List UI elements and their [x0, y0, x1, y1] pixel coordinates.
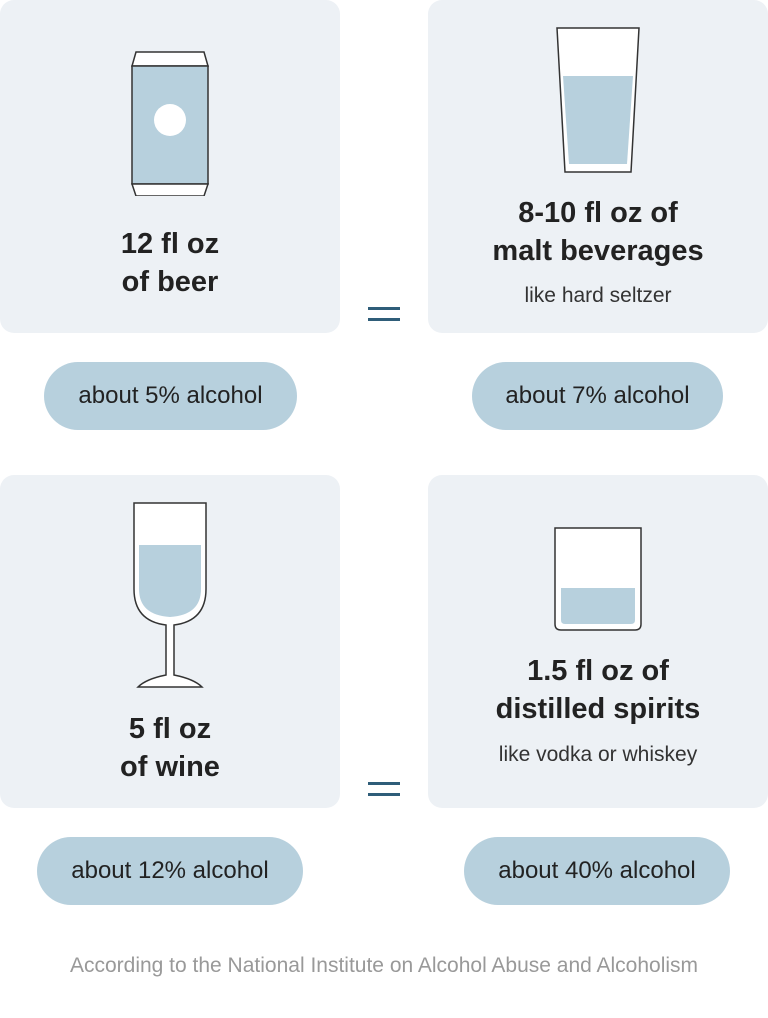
wine-alcohol-pill: about 12% alcohol [37, 837, 303, 905]
rocks-glass-icon [554, 527, 642, 631]
malt-beverage-card: 8-10 fl oz of malt beverages like hard s… [428, 0, 768, 333]
malt-beverage-alcohol-pill: about 7% alcohol [472, 362, 723, 430]
wine-glass-icon [133, 502, 207, 688]
equals-sign-bottom [368, 782, 400, 796]
spirits-card: 1.5 fl oz of distilled spirits like vodk… [428, 475, 768, 808]
malt-beverage-subtitle: like hard seltzer [524, 284, 672, 307]
spirits-title: 1.5 fl oz of distilled spirits [495, 655, 701, 725]
wine-title: 5 fl oz of wine [120, 713, 220, 783]
equals-sign-top [368, 307, 400, 321]
pint-glass-icon [556, 27, 640, 173]
malt-beverage-title: 8-10 fl oz of malt beverages [492, 197, 704, 267]
spirits-subtitle: like vodka or whiskey [498, 743, 698, 766]
beer-alcohol-pill: about 5% alcohol [44, 362, 297, 430]
beer-card: 12 fl oz of beer [0, 0, 340, 333]
wine-card: 5 fl oz of wine [0, 475, 340, 808]
beer-title: 12 fl oz of beer [120, 228, 220, 298]
spirits-alcohol-pill: about 40% alcohol [464, 837, 730, 905]
source-footer: According to the National Institute on A… [69, 954, 699, 977]
beer-can-icon [130, 51, 210, 196]
